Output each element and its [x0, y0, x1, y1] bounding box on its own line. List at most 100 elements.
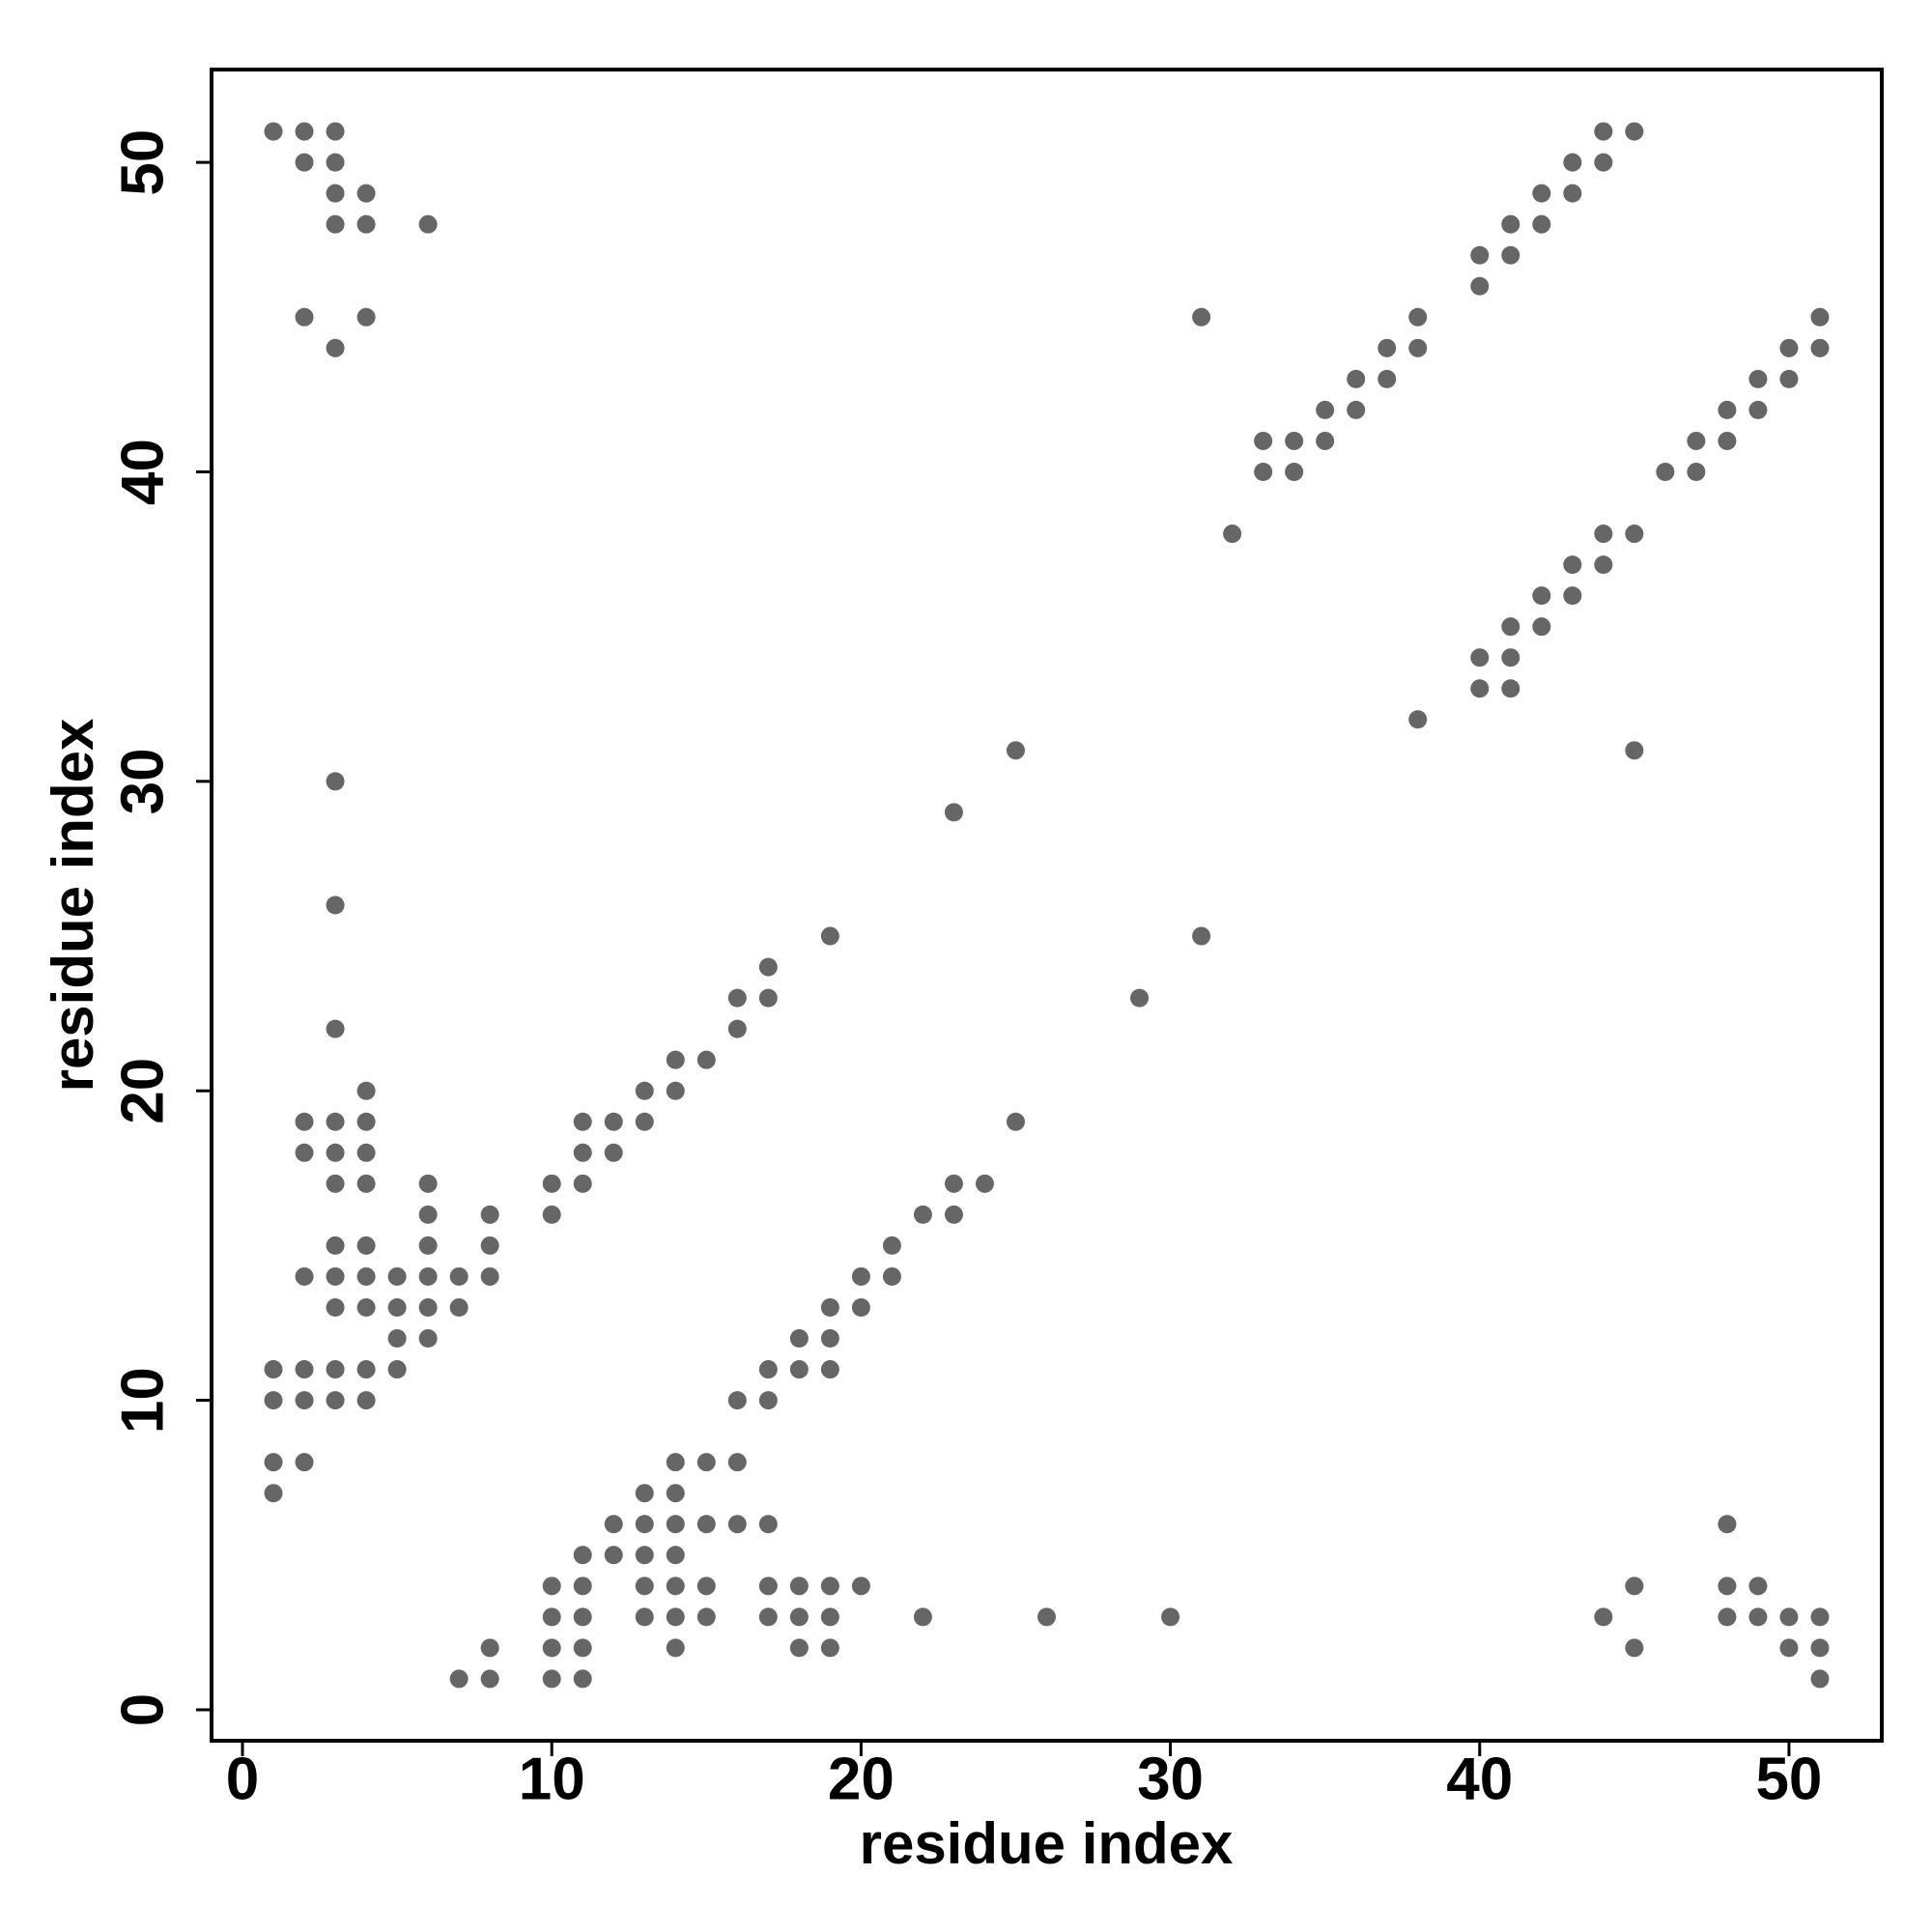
point — [1316, 431, 1335, 450]
point — [975, 1174, 994, 1193]
point — [573, 1546, 592, 1565]
point — [882, 1236, 901, 1255]
point — [635, 1484, 654, 1503]
point — [727, 1391, 747, 1410]
point — [449, 1297, 469, 1317]
point — [1810, 307, 1830, 327]
y-tick-label: 10 — [109, 1367, 176, 1434]
point — [696, 1515, 716, 1534]
point — [635, 1515, 654, 1534]
point — [542, 1205, 561, 1224]
point — [944, 1174, 963, 1193]
point — [1625, 1638, 1644, 1658]
point — [696, 1453, 716, 1472]
point — [1470, 648, 1490, 668]
point — [295, 1391, 314, 1410]
point — [913, 1607, 932, 1627]
point — [573, 1638, 592, 1658]
point — [295, 1266, 314, 1286]
point — [1223, 525, 1242, 544]
point — [635, 1081, 654, 1100]
point — [635, 1546, 654, 1565]
point — [1532, 586, 1551, 606]
point — [789, 1329, 809, 1349]
point — [1470, 679, 1490, 698]
point — [1718, 1577, 1737, 1596]
point — [1347, 400, 1366, 419]
point — [1470, 245, 1490, 265]
point — [666, 1050, 685, 1069]
point — [727, 1515, 747, 1534]
point — [1501, 245, 1520, 265]
point — [820, 1329, 839, 1349]
point — [418, 1236, 438, 1255]
point — [666, 1607, 685, 1627]
point — [356, 1360, 376, 1379]
point — [666, 1638, 685, 1658]
point — [542, 1669, 561, 1689]
point — [944, 1205, 963, 1224]
point — [758, 1607, 778, 1627]
point — [387, 1266, 407, 1286]
point — [635, 1112, 654, 1131]
point — [1810, 338, 1830, 357]
point — [264, 1391, 283, 1410]
point — [326, 1019, 345, 1038]
point — [295, 122, 314, 141]
y-tick-label: 30 — [109, 748, 176, 814]
point — [1006, 1112, 1025, 1131]
point — [326, 153, 345, 172]
point — [820, 1607, 839, 1627]
point — [264, 1360, 283, 1379]
point — [1408, 307, 1428, 327]
point — [542, 1607, 561, 1627]
point — [1347, 369, 1366, 388]
point — [820, 1638, 839, 1658]
point — [1748, 400, 1768, 419]
point — [820, 1360, 839, 1379]
point — [264, 1484, 283, 1503]
point — [418, 1297, 438, 1317]
point — [604, 1546, 623, 1565]
point — [295, 153, 314, 172]
point — [387, 1297, 407, 1317]
point — [913, 1205, 932, 1224]
point — [1192, 307, 1211, 327]
point — [1779, 1638, 1799, 1658]
point — [758, 1391, 778, 1410]
point — [1130, 988, 1150, 1008]
point — [1532, 214, 1551, 234]
point — [1378, 338, 1397, 357]
point — [1594, 555, 1613, 575]
x-tick-label: 50 — [1755, 1746, 1822, 1812]
point — [789, 1638, 809, 1658]
y-axis-title: residue index — [41, 719, 105, 1093]
point — [851, 1297, 870, 1317]
point — [666, 1577, 685, 1596]
point — [1408, 710, 1428, 729]
point — [480, 1236, 499, 1255]
point — [573, 1112, 592, 1131]
point — [1810, 1638, 1830, 1658]
point — [295, 1112, 314, 1131]
point — [666, 1453, 685, 1472]
point — [326, 122, 345, 141]
point — [758, 1577, 778, 1596]
point — [635, 1607, 654, 1627]
point — [326, 895, 345, 915]
point — [542, 1638, 561, 1658]
point — [418, 1329, 438, 1349]
point — [789, 1577, 809, 1596]
point — [1470, 276, 1490, 296]
point — [1625, 1577, 1644, 1596]
point — [573, 1143, 592, 1162]
point — [1378, 369, 1397, 388]
point — [1718, 400, 1737, 419]
point — [326, 1143, 345, 1162]
point — [480, 1205, 499, 1224]
point — [1779, 1607, 1799, 1627]
y-tick-label: 0 — [109, 1693, 176, 1726]
point — [758, 957, 778, 977]
point — [356, 1174, 376, 1193]
